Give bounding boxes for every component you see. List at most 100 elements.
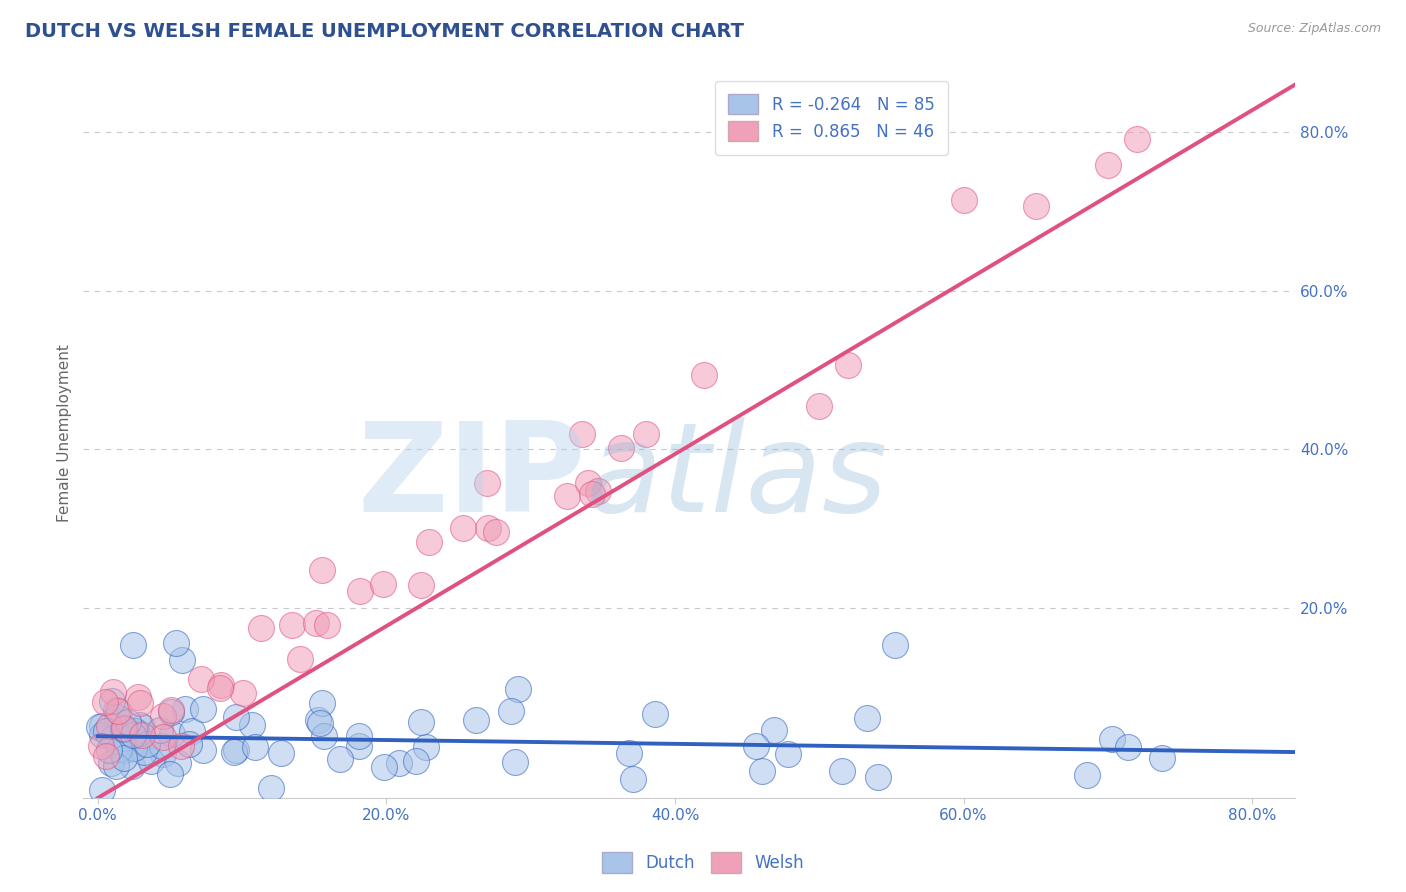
Point	[1025, 199, 1047, 213]
Point	[225, 710, 247, 724]
Point	[503, 755, 526, 769]
Point	[290, 652, 312, 666]
Point	[104, 703, 127, 717]
Point	[621, 772, 644, 786]
Text: Source: ZipAtlas.com: Source: ZipAtlas.com	[1247, 22, 1381, 36]
Point	[132, 745, 155, 759]
Point	[312, 729, 335, 743]
Point	[131, 728, 153, 742]
Point	[124, 724, 146, 739]
Point	[177, 737, 200, 751]
Point	[159, 703, 181, 717]
Point	[506, 682, 529, 697]
Point	[135, 737, 157, 751]
Point	[644, 707, 666, 722]
Point	[191, 702, 214, 716]
Point	[209, 678, 232, 692]
Text: atlas: atlas	[586, 417, 889, 538]
Point	[98, 743, 121, 757]
Point	[837, 358, 859, 372]
Point	[224, 745, 246, 759]
Point	[160, 706, 183, 720]
Point	[1116, 740, 1139, 755]
Point	[315, 617, 337, 632]
Point	[371, 577, 394, 591]
Point	[120, 725, 142, 739]
Point	[576, 475, 599, 490]
Point	[308, 715, 330, 730]
Point	[94, 749, 117, 764]
Point	[225, 743, 247, 757]
Point	[778, 747, 800, 761]
Point	[129, 696, 152, 710]
Point	[107, 704, 129, 718]
Point	[122, 728, 145, 742]
Point	[131, 720, 153, 734]
Point	[112, 721, 135, 735]
Point	[240, 717, 263, 731]
Point	[311, 563, 333, 577]
Point	[571, 427, 593, 442]
Point	[114, 743, 136, 757]
Point	[405, 754, 427, 768]
Point	[305, 616, 328, 631]
Point	[90, 728, 112, 742]
Point	[415, 739, 437, 754]
Point	[477, 521, 499, 535]
Point	[249, 622, 271, 636]
Point	[451, 521, 474, 535]
Point	[100, 756, 122, 770]
Point	[232, 686, 254, 700]
Point	[808, 399, 831, 413]
Point	[1097, 158, 1119, 172]
Y-axis label: Female Unemployment: Female Unemployment	[58, 344, 72, 522]
Point	[117, 714, 139, 729]
Point	[98, 718, 121, 732]
Point	[1125, 131, 1147, 145]
Point	[485, 524, 508, 539]
Point	[166, 756, 188, 770]
Point	[105, 710, 128, 724]
Point	[101, 685, 124, 699]
Point	[112, 751, 135, 765]
Point	[127, 739, 149, 754]
Point	[160, 727, 183, 741]
Point	[465, 713, 488, 727]
Point	[281, 618, 304, 632]
Point	[148, 723, 170, 737]
Point	[477, 476, 499, 491]
Legend: Dutch, Welsh: Dutch, Welsh	[595, 846, 811, 880]
Point	[243, 739, 266, 754]
Point	[307, 714, 329, 728]
Point	[329, 751, 352, 765]
Point	[165, 636, 187, 650]
Point	[127, 734, 149, 748]
Legend: R = -0.264   N = 85, R =  0.865   N = 46: R = -0.264 N = 85, R = 0.865 N = 46	[714, 80, 948, 154]
Point	[127, 690, 149, 705]
Point	[499, 704, 522, 718]
Point	[617, 746, 640, 760]
Point	[1152, 751, 1174, 765]
Point	[125, 726, 148, 740]
Point	[108, 742, 131, 756]
Point	[139, 754, 162, 768]
Point	[152, 747, 174, 761]
Point	[152, 709, 174, 723]
Point	[763, 723, 786, 737]
Point	[388, 756, 411, 770]
Point	[409, 578, 432, 592]
Point	[150, 739, 173, 754]
Point	[112, 731, 135, 746]
Point	[693, 368, 716, 383]
Point	[1076, 768, 1098, 782]
Point	[172, 653, 194, 667]
Point	[751, 764, 773, 778]
Point	[868, 770, 890, 784]
Point	[100, 694, 122, 708]
Point	[159, 766, 181, 780]
Point	[260, 780, 283, 795]
Point	[209, 681, 232, 696]
Point	[94, 724, 117, 739]
Point	[111, 723, 134, 737]
Point	[311, 696, 333, 710]
